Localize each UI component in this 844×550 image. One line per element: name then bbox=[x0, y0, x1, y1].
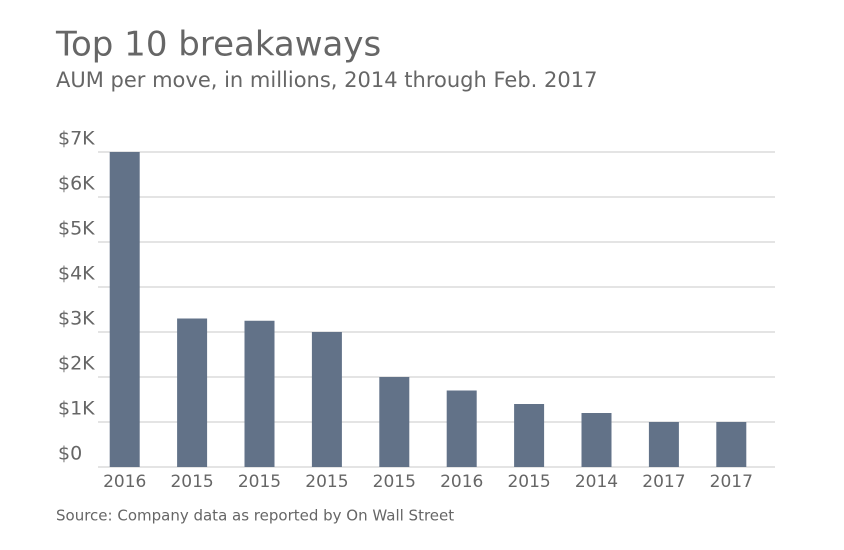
x-tick-label: 2016 bbox=[103, 472, 146, 492]
chart-title: Top 10 breakaways bbox=[55, 25, 381, 65]
bar bbox=[446, 390, 477, 467]
bar bbox=[648, 422, 679, 467]
x-tick-label: 2015 bbox=[305, 472, 348, 492]
chart-subtitle: AUM per move, in millions, 2014 through … bbox=[56, 68, 597, 92]
x-tick-label: 2014 bbox=[575, 472, 618, 492]
y-tick-label: $3K bbox=[58, 308, 95, 330]
bar bbox=[514, 404, 545, 467]
y-tick-label: $0 bbox=[58, 443, 82, 465]
bar bbox=[109, 152, 140, 467]
x-tick-label: 2017 bbox=[642, 472, 685, 492]
bar bbox=[311, 332, 342, 467]
y-tick-label: $7K bbox=[58, 128, 95, 150]
source-note: Source: Company data as reported by On W… bbox=[56, 507, 454, 525]
bar bbox=[244, 320, 275, 467]
y-tick-label: $1K bbox=[58, 398, 95, 420]
y-tick-label: $2K bbox=[58, 353, 95, 375]
y-tick-label: $6K bbox=[58, 173, 95, 195]
bar bbox=[177, 318, 208, 467]
x-tick-label: 2015 bbox=[507, 472, 550, 492]
y-tick-label: $5K bbox=[58, 218, 95, 240]
x-tick-label: 2015 bbox=[238, 472, 281, 492]
x-tick-label: 2015 bbox=[170, 472, 213, 492]
x-tick-label: 2017 bbox=[710, 472, 753, 492]
bar bbox=[379, 377, 410, 467]
y-tick-label: $4K bbox=[58, 263, 95, 285]
bar bbox=[581, 413, 612, 467]
x-tick-label: 2016 bbox=[440, 472, 483, 492]
x-tick-label: 2015 bbox=[373, 472, 416, 492]
bar bbox=[716, 422, 747, 467]
